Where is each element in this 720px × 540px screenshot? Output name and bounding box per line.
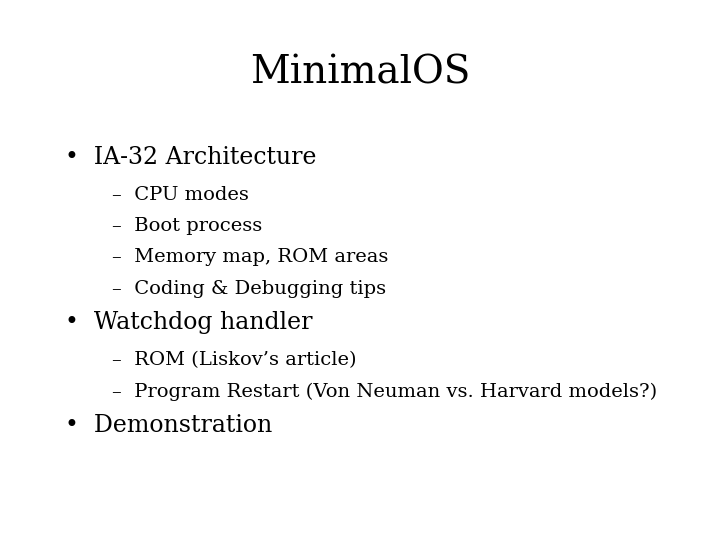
Text: –  ROM (Liskov’s article): – ROM (Liskov’s article) [112,351,356,369]
Text: •  IA-32 Architecture: • IA-32 Architecture [65,146,316,169]
Text: •  Demonstration: • Demonstration [65,414,272,437]
Text: MinimalOS: MinimalOS [250,54,470,91]
Text: –  Memory map, ROM areas: – Memory map, ROM areas [112,248,388,266]
Text: •  Watchdog handler: • Watchdog handler [65,311,312,334]
Text: –  CPU modes: – CPU modes [112,186,248,204]
Text: –  Program Restart (Von Neuman vs. Harvard models?): – Program Restart (Von Neuman vs. Harvar… [112,382,657,401]
Text: –  Coding & Debugging tips: – Coding & Debugging tips [112,280,386,298]
Text: –  Boot process: – Boot process [112,217,262,235]
